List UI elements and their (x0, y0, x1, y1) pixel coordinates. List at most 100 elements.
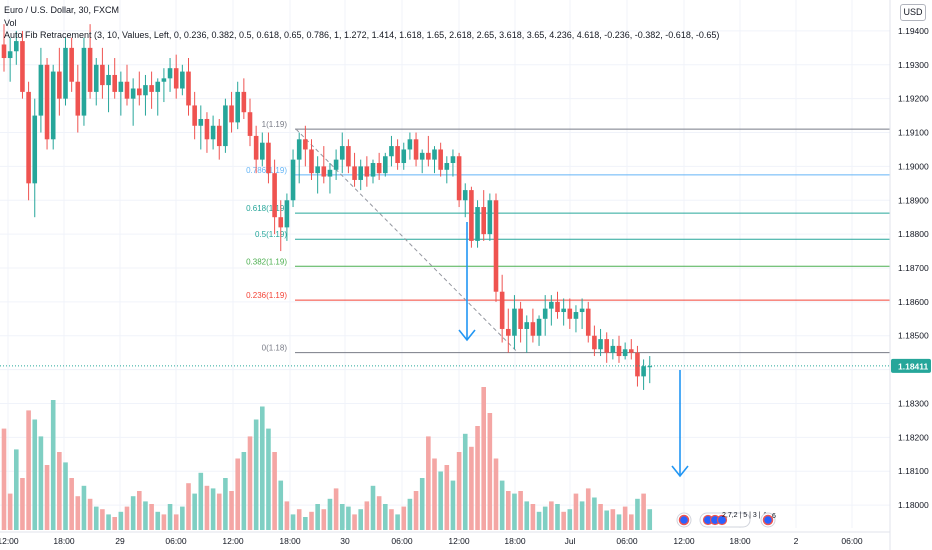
candle-body (438, 149, 443, 170)
event-icon-dot (762, 514, 774, 526)
candle-body (93, 64, 99, 92)
candle-body (198, 118, 204, 126)
time-tick-label: 06:00 (391, 536, 413, 546)
candle-body (524, 322, 530, 329)
volume-bar (647, 509, 653, 530)
candle-body (426, 152, 431, 160)
volume-bar (370, 485, 376, 530)
volume-bar (518, 491, 523, 530)
candle-body (567, 308, 573, 319)
event-icon-dot (678, 514, 690, 526)
volume-bar (481, 387, 486, 530)
volume-bar (493, 458, 499, 530)
candle-body (487, 200, 493, 235)
candle-body (635, 352, 640, 377)
volume-bar (573, 493, 579, 530)
candle-body (616, 345, 622, 357)
candle-body (38, 64, 44, 116)
fib-level-label: 0(1.18) (262, 344, 288, 353)
time-tick-label: 12:00 (673, 536, 695, 546)
candle-body (641, 366, 646, 377)
candle-body (69, 47, 74, 82)
volume-bar (106, 514, 111, 530)
symbol-title: Euro / U.S. Dollar, 30, FXCM (4, 5, 120, 15)
candle-body (536, 318, 542, 336)
volume-bar (426, 436, 431, 530)
event-icon-group: 2,7,2 | 5 | 3 | 4 (699, 512, 766, 528)
volume-bar (130, 496, 136, 530)
volume-bar (75, 496, 81, 530)
volume-bar (26, 410, 31, 530)
candle-body (444, 163, 450, 170)
volume-bar (155, 511, 161, 530)
volume-bar (241, 452, 247, 530)
volume-bar (321, 509, 327, 530)
price-tick-label: 1.18300 (898, 398, 929, 408)
candle-body (333, 159, 339, 170)
volume-bar (616, 514, 622, 530)
candle-body (364, 166, 370, 177)
volume-bar (567, 509, 573, 530)
volume-bar (303, 517, 308, 530)
fib-level-label: 0.382(1.19) (246, 257, 287, 266)
candle-body (44, 64, 50, 140)
event-icon-flag (676, 512, 692, 528)
volume-bar (438, 471, 443, 530)
volume-bar (327, 498, 333, 530)
candle-body (512, 308, 517, 336)
candle-body (561, 308, 566, 313)
candle-body (506, 328, 511, 336)
time-tick-label: 30 (340, 536, 350, 546)
volume-bar (315, 504, 320, 530)
time-tick-label: 06:00 (841, 536, 863, 546)
volume-bar (395, 514, 400, 530)
candle-body (352, 166, 357, 180)
candle-body (296, 139, 302, 160)
time-tick-label: 18:00 (53, 536, 75, 546)
volume-bar (462, 433, 468, 530)
volume-bar (124, 506, 130, 530)
candle-body (542, 308, 548, 319)
time-tick-label: 12:00 (0, 536, 19, 546)
volume-bar (456, 452, 462, 530)
volume-bar (542, 506, 548, 530)
price-tick-label: 1.18900 (898, 195, 929, 205)
fib-indicator-label: Auto Fib Retracement (3, 10, Values, Lef… (4, 30, 720, 40)
candle-body (50, 71, 56, 140)
candle-body (223, 105, 228, 147)
candle-body (260, 142, 265, 160)
volume-bar (610, 509, 616, 530)
candle-body (475, 207, 480, 241)
candle-body (167, 68, 173, 79)
volume-bar (407, 498, 413, 530)
candle-body (204, 118, 210, 140)
candle-body (229, 105, 234, 123)
candle-body (389, 146, 394, 157)
candle-body (401, 149, 407, 164)
volume-bar (50, 400, 56, 530)
time-tick-label: 06:00 (165, 536, 187, 546)
price-tick-label: 1.18700 (898, 263, 929, 273)
volume-bar (444, 465, 450, 530)
volume-bar (69, 478, 74, 530)
volume-bar (44, 465, 50, 530)
candle-body (278, 217, 284, 228)
volume-bar (358, 509, 363, 530)
candle-body (155, 81, 161, 92)
volume-bar (1, 428, 7, 530)
volume-bar (499, 480, 505, 530)
price-tick-label: 1.18100 (898, 466, 929, 476)
volume-bar (137, 491, 142, 530)
candle-body (629, 349, 634, 353)
volume-bar (167, 504, 173, 530)
candle-body (149, 85, 154, 92)
volume-bar (352, 514, 357, 530)
volume-bar (38, 436, 44, 530)
currency-badge[interactable]: USD (900, 4, 926, 21)
volume-bar (549, 501, 554, 530)
candle-body (272, 173, 277, 218)
candle-body (339, 146, 345, 160)
candle-body (130, 88, 136, 99)
time-tick-label: 18:00 (729, 536, 751, 546)
